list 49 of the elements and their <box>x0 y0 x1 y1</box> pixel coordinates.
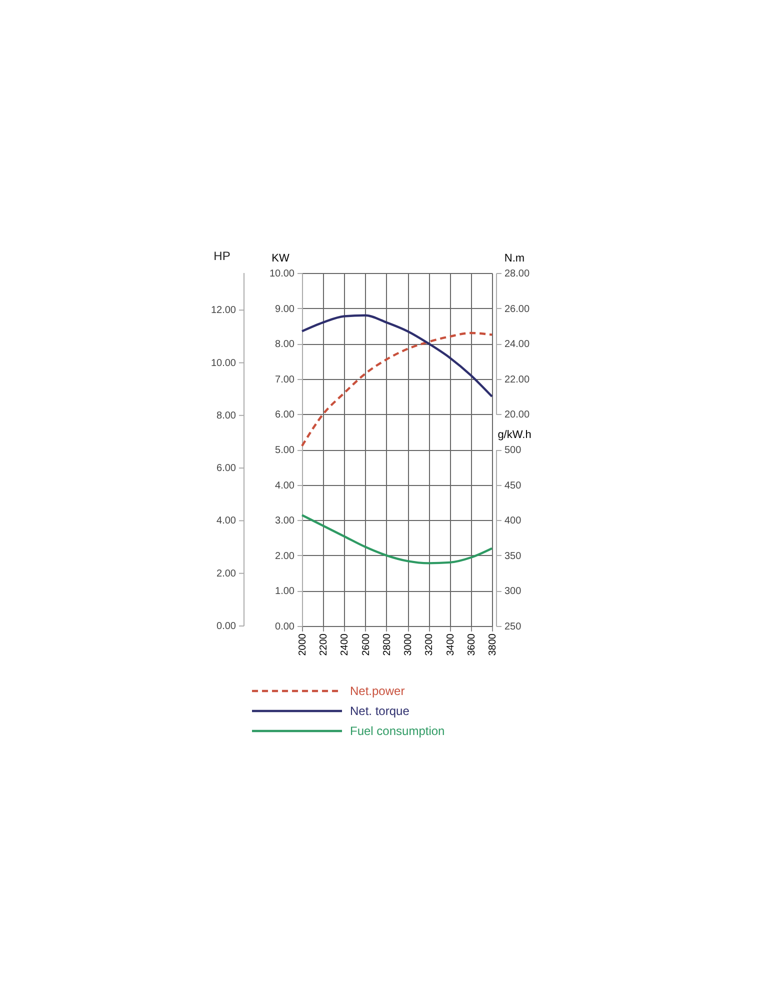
y2-axis-title: N.m <box>504 252 525 264</box>
y2-tick-label: 24.00 <box>504 339 530 350</box>
x-tick-label: 3600 <box>466 633 478 656</box>
x-tick-label: 3200 <box>424 633 436 656</box>
y-axis-title: KW <box>272 252 290 264</box>
x-tick-label: 2600 <box>360 633 372 656</box>
text: HP <box>214 249 230 263</box>
text: 12.00 <box>210 305 236 316</box>
text: 0.00 <box>216 621 236 632</box>
y-tick-label: 1.00 <box>275 586 295 598</box>
text: 4.00 <box>216 516 236 527</box>
y-tick-label: 9.00 <box>275 304 295 315</box>
text: 8.00 <box>216 410 236 422</box>
y3-tick-label: 300 <box>504 586 522 598</box>
y-tick-label: 7.00 <box>275 374 295 386</box>
y2-tick-label: 22.00 <box>504 374 530 386</box>
line-series <box>300 314 494 398</box>
text: 2.00 <box>216 568 236 580</box>
text: 10.00 <box>210 358 236 369</box>
x-tick-label: 3000 <box>403 633 414 656</box>
y-tick-label: 8.00 <box>275 339 295 350</box>
y3-tick-label: 400 <box>504 516 522 527</box>
y3-axis-title: g/kW.h <box>498 429 532 441</box>
y3-tick-label: 350 <box>504 550 522 562</box>
x-tick-label: 2800 <box>382 633 393 656</box>
y-tick-label: 10.00 <box>269 268 295 280</box>
text: Net. torque <box>350 704 410 718</box>
y-tick-label: 4.00 <box>275 480 295 492</box>
y2-tick-label: 28.00 <box>504 268 530 280</box>
x-tick-label: 2200 <box>318 633 330 656</box>
x-tick-label: 2400 <box>340 633 351 656</box>
x-tick-label: 3400 <box>445 633 456 656</box>
y-tick-label: 5.00 <box>275 445 295 456</box>
y3-tick-label: 450 <box>504 480 522 492</box>
y-tick-label: 3.00 <box>275 516 295 527</box>
line-series <box>300 514 494 564</box>
y-tick-label: 6.00 <box>275 410 295 421</box>
x-tick-label: 3800 <box>488 633 498 656</box>
text: Fuel consumption <box>350 724 445 738</box>
line-series <box>300 332 494 448</box>
text: Net.power <box>350 684 405 698</box>
x-tick-label: 2000 <box>298 633 308 656</box>
y3-tick-label: 250 <box>504 622 522 632</box>
y-tick-label: 0.00 <box>275 622 295 632</box>
y2-tick-label: 26.00 <box>504 304 530 315</box>
y2-tick-label: 20.00 <box>504 410 530 421</box>
y-tick-label: 2.00 <box>275 550 295 562</box>
text: 6.00 <box>216 463 236 474</box>
y3-tick-label: 500 <box>504 445 522 456</box>
